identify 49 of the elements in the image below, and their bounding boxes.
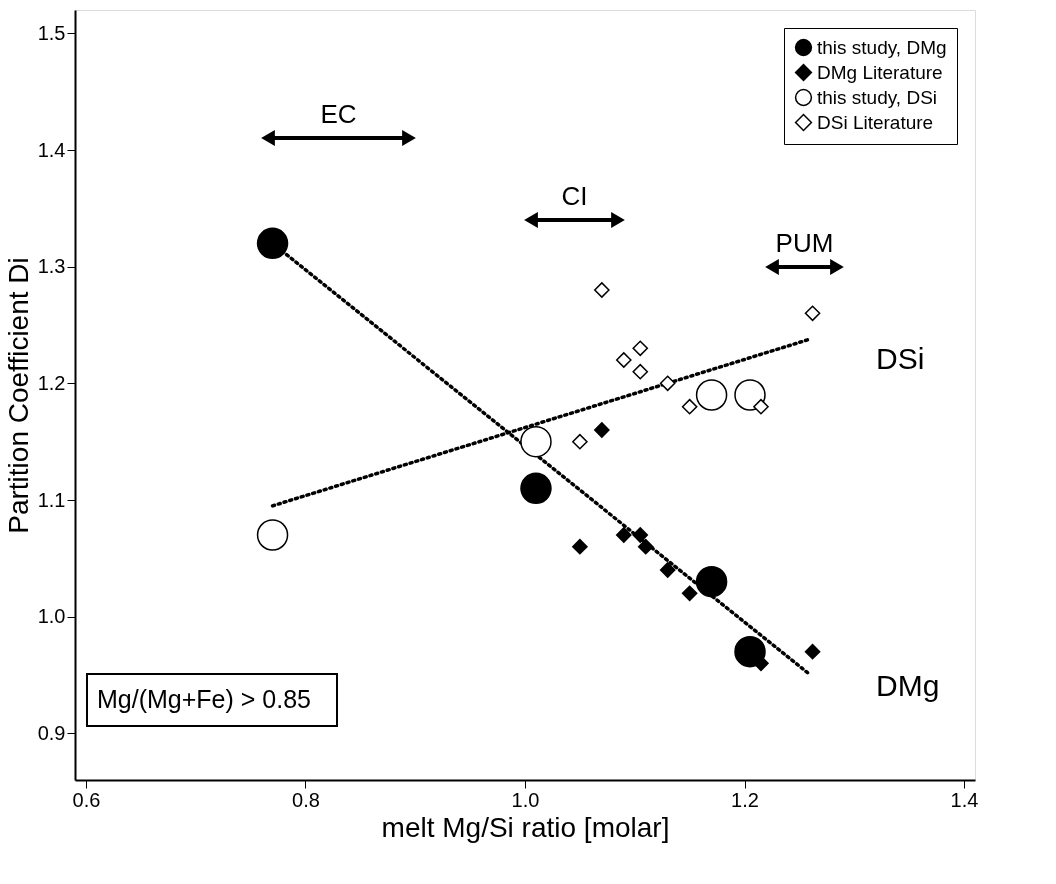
x-tick-label: 1.0 xyxy=(511,788,540,811)
y-tick-label: 1.3 xyxy=(37,255,66,278)
point xyxy=(520,472,552,505)
point xyxy=(615,352,632,368)
y-tick-label: 1.0 xyxy=(37,605,66,628)
point xyxy=(615,527,632,543)
point xyxy=(681,585,698,602)
point xyxy=(632,363,649,380)
y-tick-label: 1.4 xyxy=(37,138,66,161)
annotation: EC xyxy=(320,99,357,129)
point xyxy=(695,379,728,411)
point xyxy=(572,433,588,450)
point xyxy=(520,425,552,458)
point xyxy=(734,635,766,668)
y-axis-title: Partition Coefficient Di xyxy=(2,257,34,534)
y-tick-label: 1.2 xyxy=(37,371,66,394)
annotation: DMg xyxy=(876,669,940,702)
x-tick-label: 0.6 xyxy=(72,788,101,811)
point xyxy=(681,398,698,415)
x-tick-label: 1.2 xyxy=(731,788,759,811)
point xyxy=(734,379,766,411)
point xyxy=(594,282,610,298)
annotation: DSi xyxy=(876,342,925,375)
x-axis-title: melt Mg/Si ratio [molar] xyxy=(381,811,670,843)
point xyxy=(659,562,676,578)
legend-label: this study, DMg xyxy=(817,36,947,58)
legend-label: DSi Literature xyxy=(817,111,934,133)
point xyxy=(632,527,649,543)
x-tick-label: 0.8 xyxy=(292,788,320,811)
point xyxy=(594,422,610,438)
x-tick-label: 1.4 xyxy=(950,788,979,811)
point xyxy=(256,227,289,260)
point xyxy=(572,538,588,555)
y-tick-label: 1.1 xyxy=(37,488,66,511)
annotation: PUM xyxy=(775,228,834,258)
legend-label: this study, DSi xyxy=(817,86,938,108)
point xyxy=(804,643,821,660)
point xyxy=(804,305,821,322)
point xyxy=(753,398,769,415)
y-tick-label: 1.5 xyxy=(37,21,66,44)
point xyxy=(256,519,289,551)
point xyxy=(637,538,654,555)
legend-label: DMg Literature xyxy=(817,61,943,83)
point xyxy=(659,375,676,392)
point xyxy=(632,340,649,357)
annotation: CI xyxy=(561,181,588,211)
y-tick-label: 0.9 xyxy=(37,721,66,744)
point xyxy=(695,565,728,598)
annotation: Mg/(Mg+Fe) > 0.85 xyxy=(97,685,311,713)
